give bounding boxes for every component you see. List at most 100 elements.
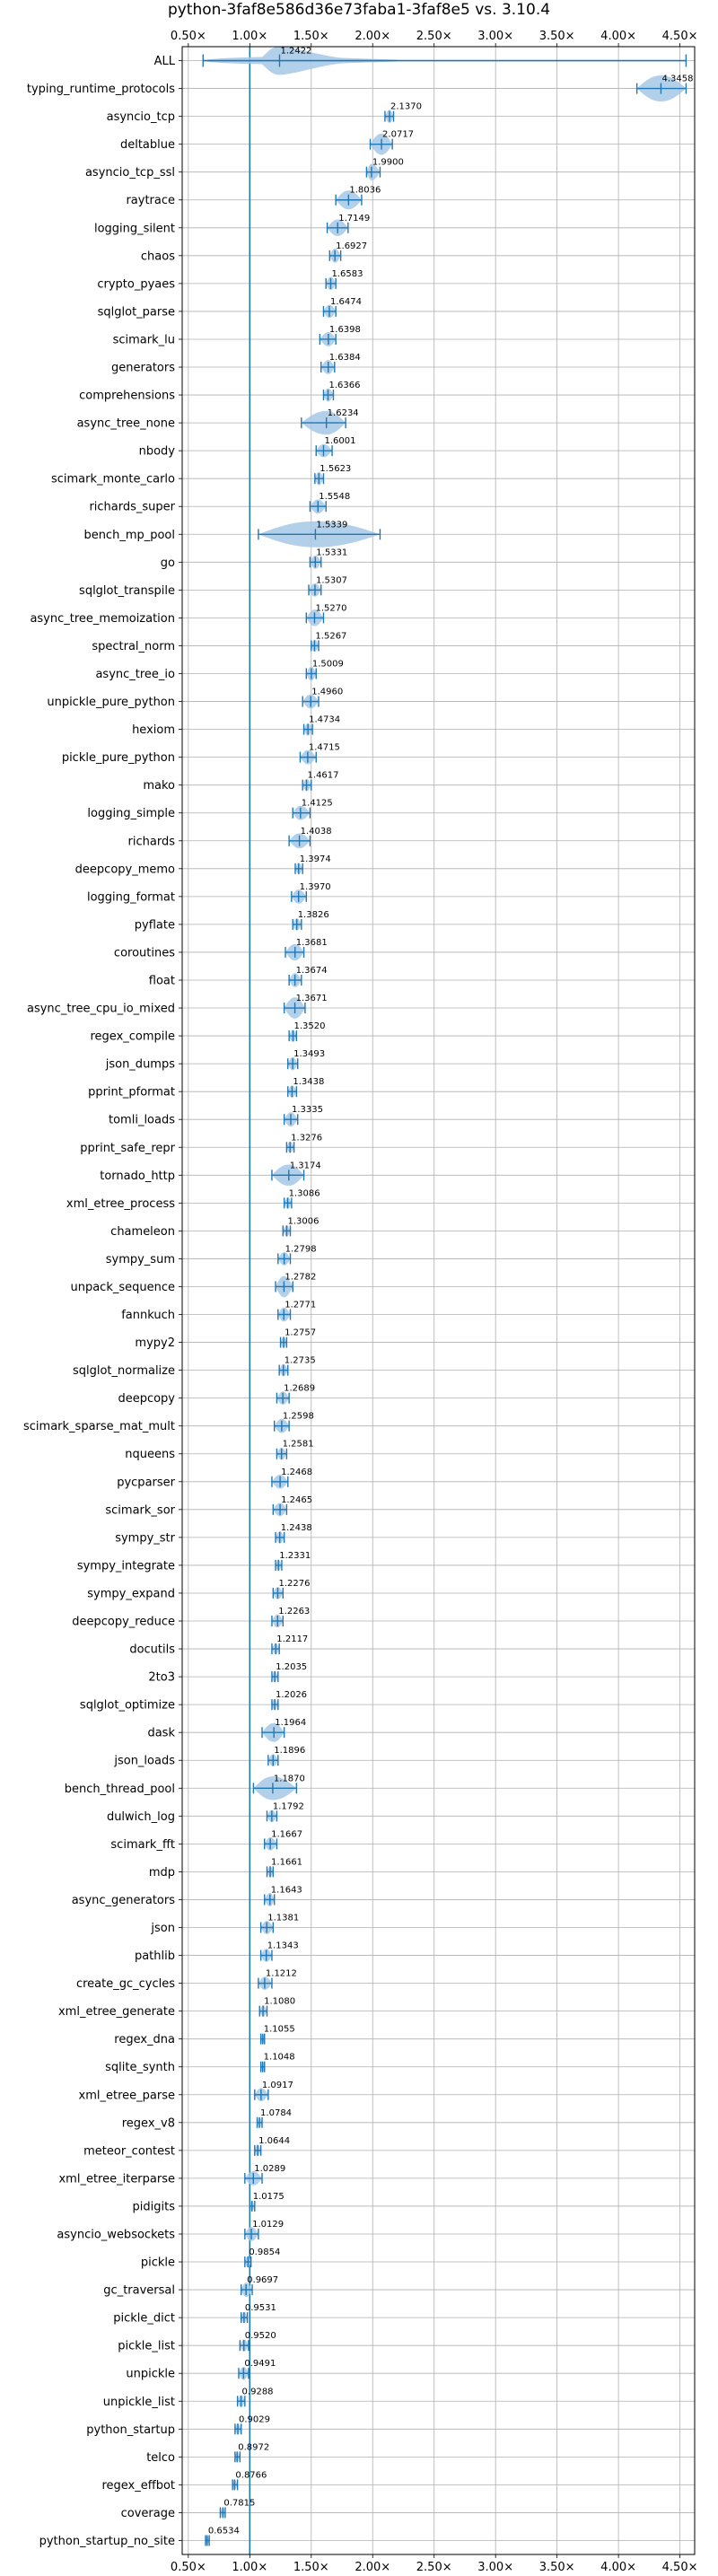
y-tick-label: deepcopy_memo [75,863,175,876]
y-tick-label: tomli_loads [109,1114,175,1127]
y-tick-label: json_loads [113,1755,175,1768]
value-label: 1.1643 [271,1885,302,1895]
value-label: 1.5270 [315,603,346,613]
value-label: 1.1343 [267,1941,299,1951]
value-label: 0.7815 [223,2498,255,2508]
x-tick-label-top: 1.50× [293,30,329,43]
value-label: 1.5548 [319,492,350,502]
x-tick-label-top: 2.50× [416,30,452,43]
y-tick-label: scimark_fft [110,1838,175,1852]
y-tick-label: chameleon [110,1225,175,1239]
y-tick-label: bench_mp_pool [83,529,175,542]
y-tick-label: unpickle_pure_python [47,696,175,709]
y-tick-label: dask [147,1727,175,1740]
y-tick-label: regex_v8 [122,2116,175,2130]
y-tick-label: pickle_pure_python [62,751,175,765]
value-label: 1.2468 [281,1468,312,1477]
value-label: 1.3681 [296,938,328,948]
value-label: 1.3006 [287,1216,319,1226]
y-tick-label: mdp [149,1866,175,1879]
x-tick-label-bottom: 2.50× [416,2561,452,2574]
value-label: 0.9697 [247,2275,278,2285]
value-label: 1.2276 [278,1579,310,1589]
y-tick-label: hexiom [132,723,175,737]
value-label: 1.8036 [349,186,381,196]
y-tick-label: pickle [141,2256,175,2270]
value-label: 4.3458 [661,74,693,84]
value-label: 1.2026 [276,1690,307,1700]
y-tick-label: coroutines [114,946,175,959]
y-tick-label: unpickle [126,2368,175,2381]
y-tick-label: deepcopy_reduce [72,1616,175,1629]
axes: ALL typing_runtime_protocols asyncio_tcpde… [23,30,697,2574]
value-label: 1.1667 [271,1829,302,1839]
value-label: 1.0644 [258,2136,290,2146]
gridlines [182,47,695,2554]
y-tick-label: python_startup [86,2423,175,2437]
value-label: 1.6366 [328,381,360,390]
y-tick-label: nqueens [125,1448,175,1461]
value-label: 1.5307 [316,575,347,585]
y-tick-label: sympy_str [115,1531,175,1545]
value-label: 1.3493 [293,1049,325,1059]
value-label: 1.1964 [275,1718,306,1728]
y-tick-label: async_tree_none [77,417,175,431]
x-tick-label-top: 3.50× [539,30,575,43]
y-tick-label: 2to3 [148,1671,175,1685]
value-label: 1.1792 [273,1801,304,1811]
value-label: 1.2035 [276,1662,307,1672]
plot-marks [202,46,687,2554]
x-tick-label-top: 2.00× [355,30,390,43]
x-tick-label-top: 4.00× [600,30,636,43]
plot-area-frame [181,46,696,2555]
value-label: 1.5339 [316,520,347,530]
y-tick-label: pyflate [135,918,175,932]
y-tick-label: coverage [121,2507,175,2520]
y-tick-label: scimark_sor [105,1503,175,1517]
y-tick-label: fannkuch [121,1309,175,1322]
x-tick-label-top: 0.50× [171,30,206,43]
y-tick-label: asyncio_tcp_ssl [85,166,175,180]
value-labels: 1.2422 4.3458 2.1370 2.0717 1.9900 1.8036 1.71… [208,47,694,2537]
y-tick-label: tornado_http [100,1170,175,1183]
chart-title: python-3faf8e586d36e73faba1-3faf8e5 vs. … [168,1,550,19]
value-label: 1.1048 [264,2053,295,2063]
y-tick-label: pycparser [117,1476,175,1489]
value-label: 1.1055 [264,2025,295,2035]
y-tick-label: async_tree_cpu_io_mixed [27,1003,175,1016]
value-label: 1.1381 [267,1914,299,1923]
x-tick-label-bottom: 0.50× [171,2561,206,2574]
y-tick-label: json_dumps [105,1058,175,1072]
value-label: 0.9854 [249,2247,280,2257]
y-tick-label: xml_etree_generate [58,2005,175,2019]
y-tick-label: asyncio_websockets [57,2228,175,2241]
value-label: 1.2798 [285,1244,317,1254]
x-tick-label-bottom: 4.00× [600,2561,636,2574]
value-label: 1.7149 [338,214,370,223]
y-tick-label: pprint_pformat [88,1086,175,1100]
value-label: 1.6398 [329,325,361,335]
y-tick-label: sympy_integrate [77,1559,175,1573]
y-tick-label: gc_traversal [103,2284,175,2298]
value-label: 1.0289 [254,2164,285,2174]
value-label: 1.1896 [274,1746,305,1756]
y-tick-label: logging_simple [87,807,175,820]
y-tick-label: sqlglot_parse [98,305,175,319]
value-label: 1.1212 [266,1969,297,1979]
value-label: 1.4715 [309,743,340,753]
value-label: 1.3276 [291,1133,322,1143]
value-label: 1.2117 [276,1634,308,1644]
y-tick-label: scimark_lu [113,333,175,346]
value-label: 1.0917 [262,2081,293,2090]
x-tick-label-bottom: 3.50× [539,2561,575,2574]
y-tick-label: xml_etree_process [66,1197,175,1211]
value-label: 1.6384 [329,353,361,363]
x-tick-label-bottom: 4.50× [662,2561,698,2574]
y-tick-label: richards_super [89,501,175,514]
y-tick-label: docutils [129,1643,175,1657]
value-label: 1.5267 [315,631,346,641]
y-tick-label: unpack_sequence [70,1281,175,1294]
value-label: 1.3671 [296,994,328,1003]
y-tick-label: dulwich_log [107,1810,175,1824]
